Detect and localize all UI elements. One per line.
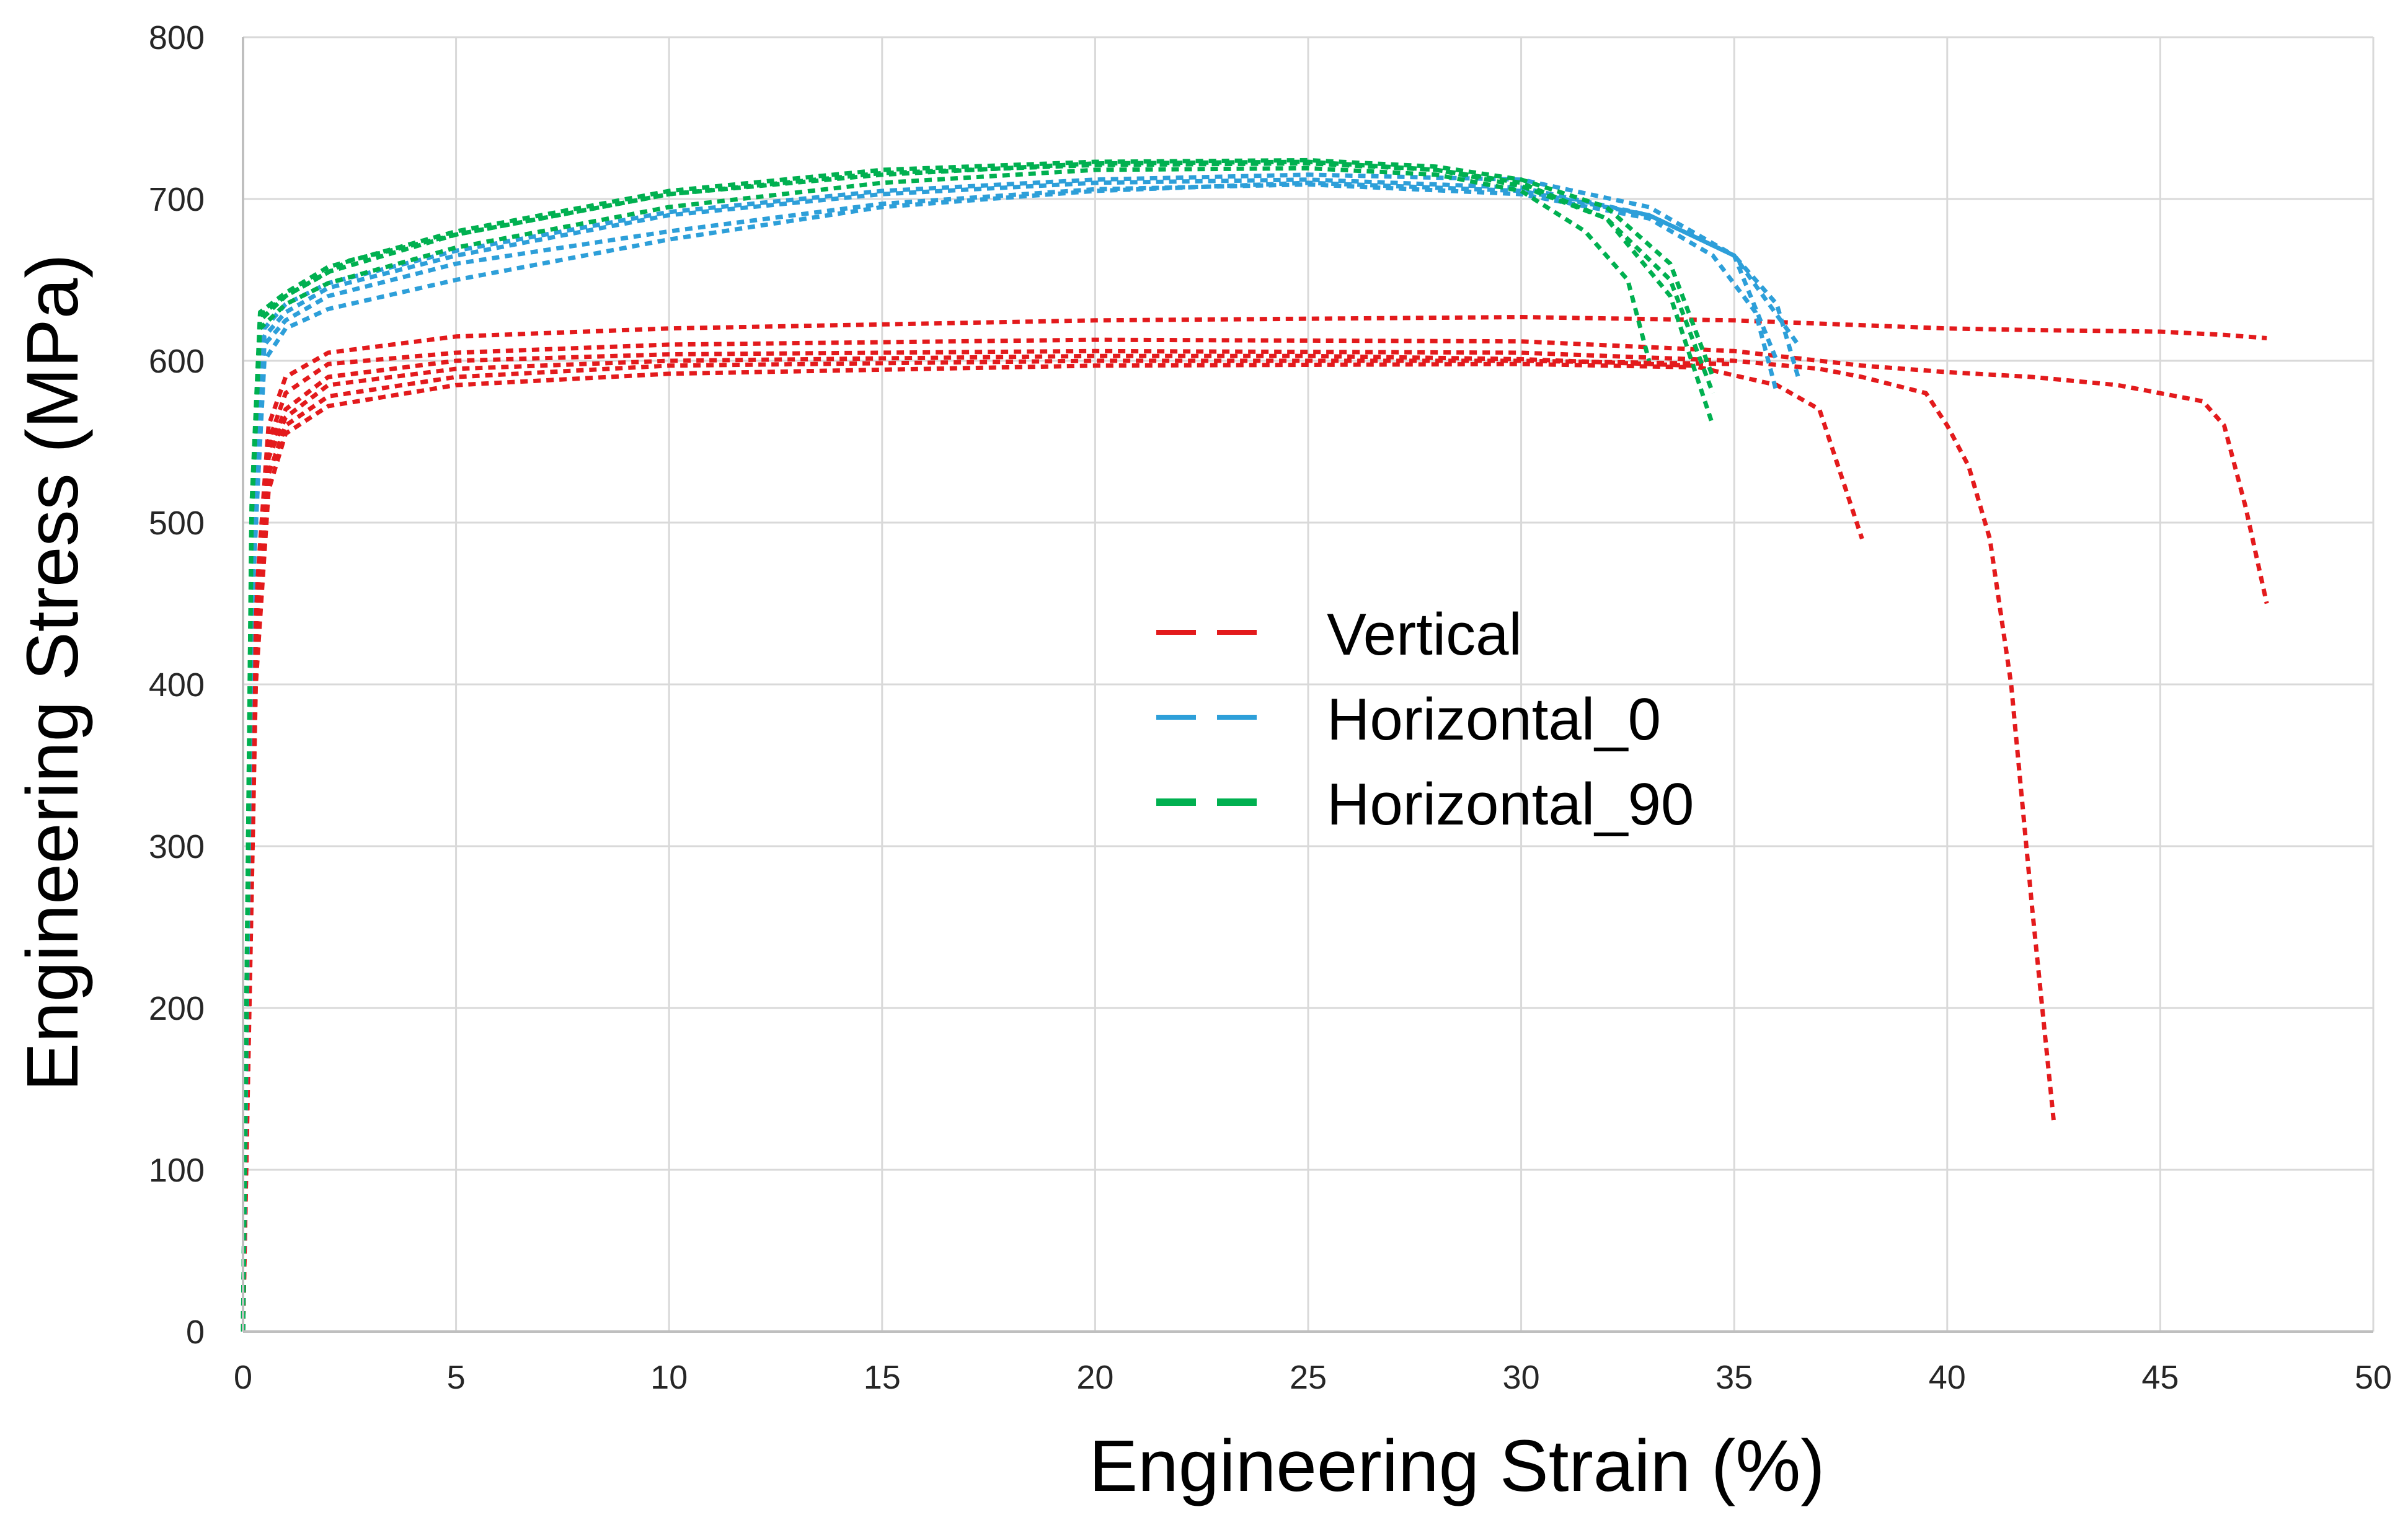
series-line-vertical bbox=[241, 315, 2267, 1332]
x-tick-label: 30 bbox=[1503, 1359, 1540, 1396]
series-line-horizontal-90 bbox=[241, 161, 1715, 1332]
y-axis-title: Engineering Stress (MPa) bbox=[12, 254, 94, 1091]
legend-label: Horizontal_0 bbox=[1327, 686, 1661, 753]
series-line-vertical bbox=[241, 361, 1692, 1332]
axes-layer: 0 5 10 15 20 25 30 35 40 45 5001002003004005006007… bbox=[149, 19, 2392, 1396]
x-tick-label: 5 bbox=[447, 1359, 466, 1396]
y-tick-label: 800 bbox=[149, 19, 205, 56]
x-tick-label: 25 bbox=[1290, 1359, 1327, 1396]
x-tick-label: 45 bbox=[2141, 1359, 2179, 1396]
x-tick-label: 10 bbox=[650, 1359, 688, 1396]
y-tick-label: 100 bbox=[149, 1152, 205, 1189]
y-tick-label: 200 bbox=[149, 990, 205, 1027]
x-tick-label: 15 bbox=[864, 1359, 901, 1396]
series-line-horizontal-0 bbox=[241, 182, 1779, 1332]
x-axis-title: Engineering Strain (%) bbox=[1089, 1425, 1825, 1507]
x-tick-label: 20 bbox=[1076, 1359, 1113, 1396]
series-line-vertical bbox=[241, 353, 1864, 1332]
y-tick-label: 500 bbox=[149, 505, 205, 542]
series-line-vertical bbox=[241, 348, 2056, 1332]
legend: Vertical Horizontal_0 Horizontal_90 bbox=[1156, 601, 1694, 838]
y-tick-label: 400 bbox=[149, 666, 205, 704]
x-tick-label: 40 bbox=[1929, 1359, 1966, 1396]
series-line-horizontal-90 bbox=[241, 157, 1715, 1332]
series-line-vertical bbox=[241, 337, 2269, 1332]
y-tick-label: 600 bbox=[149, 343, 205, 380]
x-tick-label: 35 bbox=[1715, 1359, 1753, 1396]
legend-label: Vertical bbox=[1327, 601, 1522, 668]
series-line-horizontal-0 bbox=[241, 177, 1800, 1332]
x-tick-label: 50 bbox=[2355, 1359, 2392, 1396]
y-tick-label: 700 bbox=[149, 181, 205, 218]
legend-label: Horizontal_90 bbox=[1327, 771, 1694, 838]
series-layer bbox=[241, 157, 2269, 1332]
y-tick-label: 300 bbox=[149, 828, 205, 865]
y-tick-label: 0 bbox=[186, 1314, 205, 1351]
series-line-horizontal-0 bbox=[241, 180, 1800, 1332]
series-line-horizontal-0 bbox=[241, 172, 1779, 1332]
x-tick-label: 0 bbox=[234, 1359, 252, 1396]
